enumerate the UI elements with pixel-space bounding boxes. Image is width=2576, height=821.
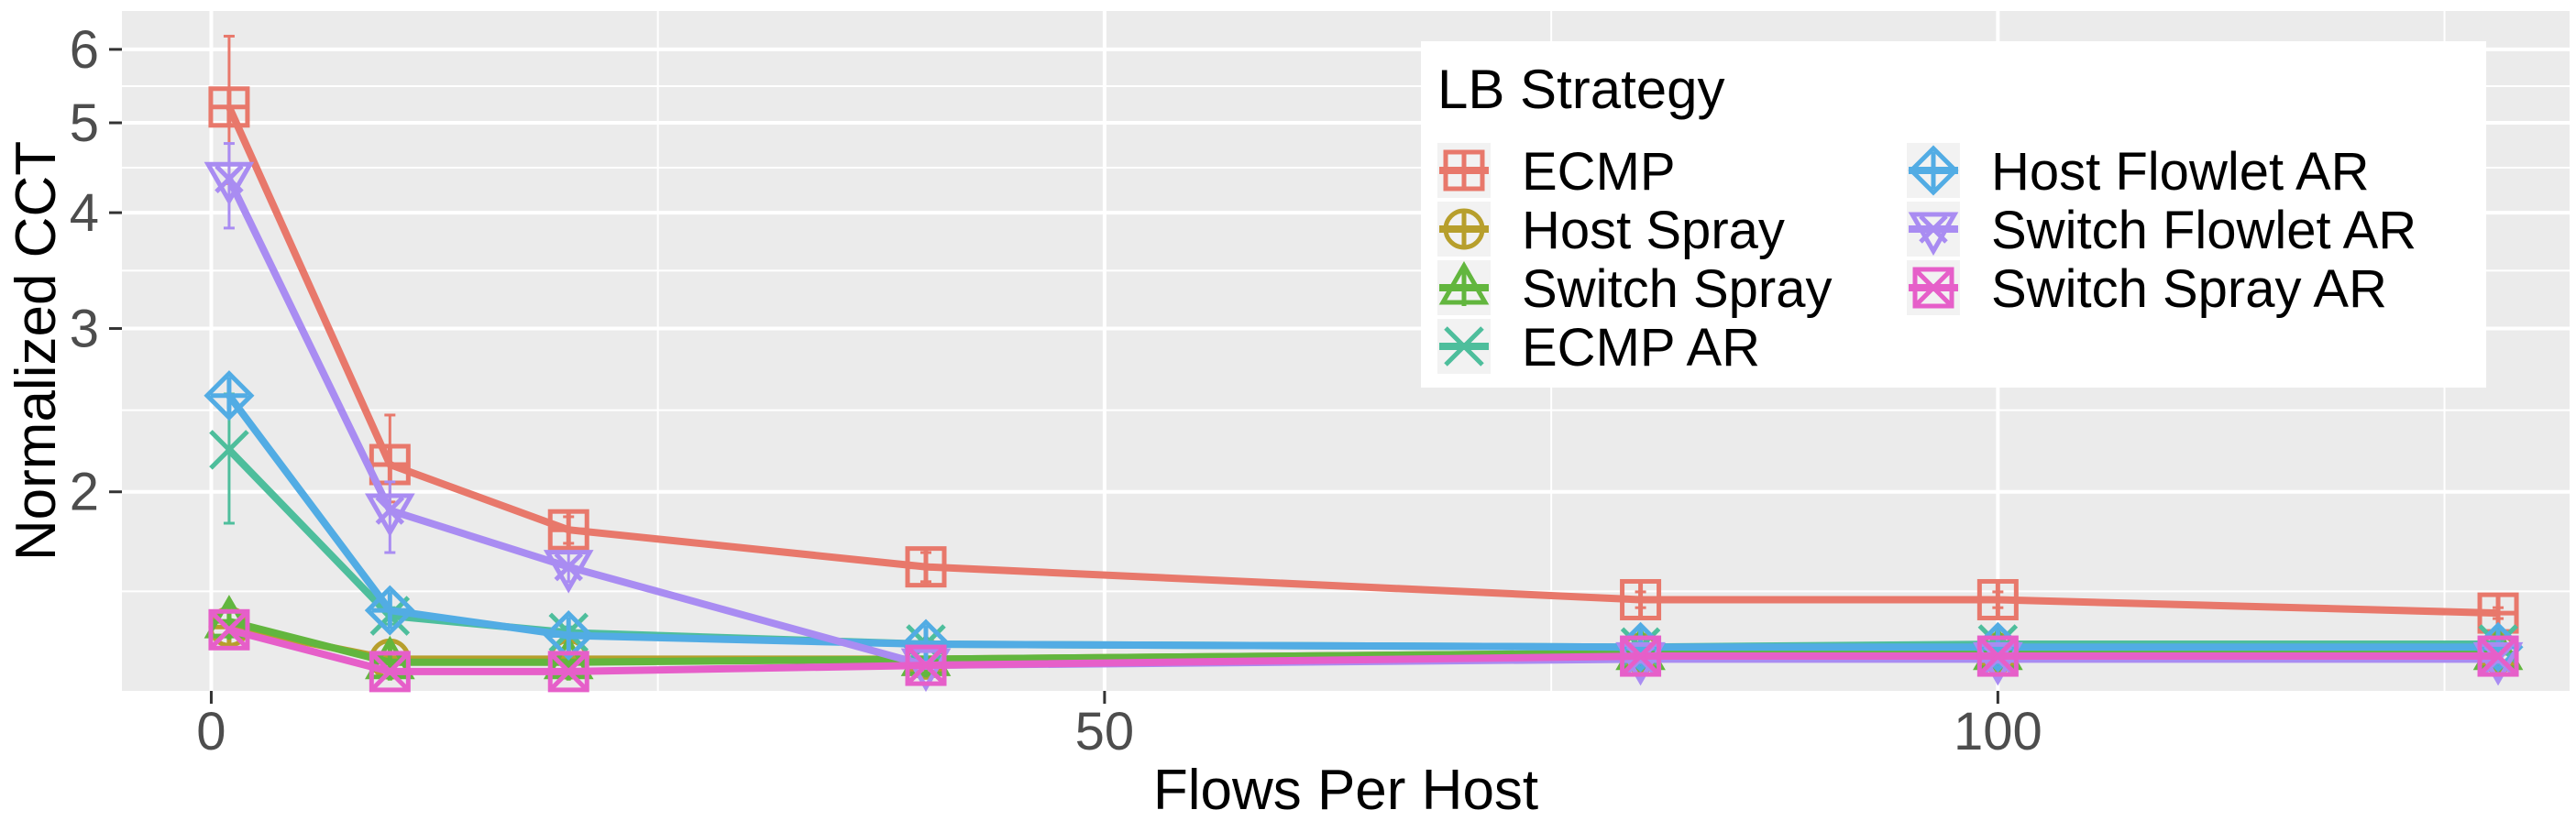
legend-label: Switch Flowlet AR [1991, 201, 2416, 260]
marker-stroke [1620, 636, 1661, 676]
marker-shape [905, 644, 947, 686]
marker-shape [543, 609, 594, 662]
y-tick-label: 4 [70, 183, 99, 243]
legend-key-marker [1444, 326, 1484, 367]
axis-ticks [109, 48, 1999, 704]
x-tick-label: 0 [196, 702, 226, 761]
data-point [204, 161, 255, 206]
legend-label: ECMP AR [1522, 318, 1760, 378]
legend-key-marker [1908, 212, 1959, 257]
marker-shape [1620, 635, 1662, 677]
y-tick-labels: 2 3 4 5 6 [70, 20, 99, 522]
legend-key-marker [1443, 208, 1485, 250]
x-tick-label: 50 [1075, 702, 1135, 761]
marker-shape [204, 161, 255, 206]
marker-shape [543, 550, 594, 594]
data-point [369, 651, 411, 693]
legend-key-marker [1908, 145, 1959, 196]
data-point [208, 86, 250, 128]
legend-item-ecmp-ar: ECMP AR [1437, 318, 1760, 378]
series-layer [204, 34, 2524, 693]
marker-shape [364, 585, 415, 636]
marker-shape [208, 608, 250, 651]
data-point [1976, 635, 2019, 677]
y-tick-label: 3 [70, 300, 99, 359]
data-point [543, 609, 594, 662]
marker-stroke [369, 651, 411, 692]
marker-shape [1973, 641, 2023, 686]
x-axis-title: Flows Per Host [1153, 759, 1538, 821]
marker-stroke [215, 164, 244, 193]
legend-item-host-spray: Host Spray [1437, 201, 1785, 260]
data-point [2477, 635, 2519, 677]
data-point [1976, 578, 2019, 620]
marker-shape [547, 651, 589, 693]
data-point [547, 509, 589, 551]
legend-label: Switch Spray AR [1991, 259, 2387, 319]
legend-item-switch-spray: Switch Spray [1437, 259, 1832, 319]
data-point [547, 651, 589, 693]
legend-label: ECMP [1522, 142, 1676, 202]
legend-label: Host Spray [1522, 201, 1785, 260]
marker-shape [365, 493, 415, 538]
data-point [365, 493, 415, 538]
data-point [1620, 635, 1662, 677]
marker-stroke [906, 645, 946, 685]
y-tick-label: 2 [70, 463, 99, 522]
marker-shape [2472, 641, 2524, 686]
legend-title: LB Strategy [1437, 59, 1725, 120]
marker-shape [1912, 267, 1954, 309]
marker-stroke [2478, 636, 2518, 676]
y-tick-label: 6 [70, 20, 99, 80]
data-point [208, 608, 250, 651]
marker-shape [1615, 641, 1666, 686]
series-ecmp [208, 34, 2519, 634]
marker-stroke [209, 430, 249, 470]
marker-stroke [1977, 636, 2019, 676]
x-tick-label: 100 [1954, 702, 2042, 761]
legend-item-ecmp: ECMP [1437, 142, 1676, 202]
marker-stroke [554, 552, 583, 582]
x-tick-labels: 0 50 100 [196, 702, 2042, 761]
data-point [1620, 578, 1662, 620]
series-switch-spray-ar [208, 608, 2519, 693]
data-point [209, 430, 249, 470]
legend-key-marker [1438, 260, 1490, 306]
legend-item-switch-spray-ar: Switch Spray AR [1907, 259, 2387, 319]
marker-stroke [375, 496, 405, 525]
marker-stroke [1444, 326, 1484, 367]
legend-item-switch-flowlet-ar: Switch Flowlet AR [1907, 201, 2416, 260]
data-point [905, 644, 947, 686]
marker-shape [369, 651, 411, 693]
marker-shape [204, 370, 255, 421]
legend-label: Host Flowlet AR [1991, 142, 2370, 202]
data-point [905, 546, 947, 588]
data-point [204, 370, 255, 421]
marker-stroke [1913, 268, 1954, 308]
marker-stroke [548, 651, 589, 692]
data-point [364, 585, 415, 636]
legend-key-marker [1912, 267, 1954, 309]
marker-stroke [1919, 214, 1948, 244]
data-point [543, 550, 594, 594]
marker-stroke [209, 609, 249, 651]
marker-shape [2477, 635, 2519, 677]
marker-shape [1908, 145, 1959, 196]
legend-key-marker [1443, 149, 1485, 192]
y-axis-title: Normalized CCT [5, 141, 68, 561]
marker-shape [1908, 212, 1959, 257]
legend-item-host-flowlet-ar: Host Flowlet AR [1907, 142, 2370, 202]
y-tick-label: 5 [70, 93, 99, 153]
legend-label: Switch Spray [1522, 259, 1832, 319]
marker-shape [1976, 635, 2019, 677]
